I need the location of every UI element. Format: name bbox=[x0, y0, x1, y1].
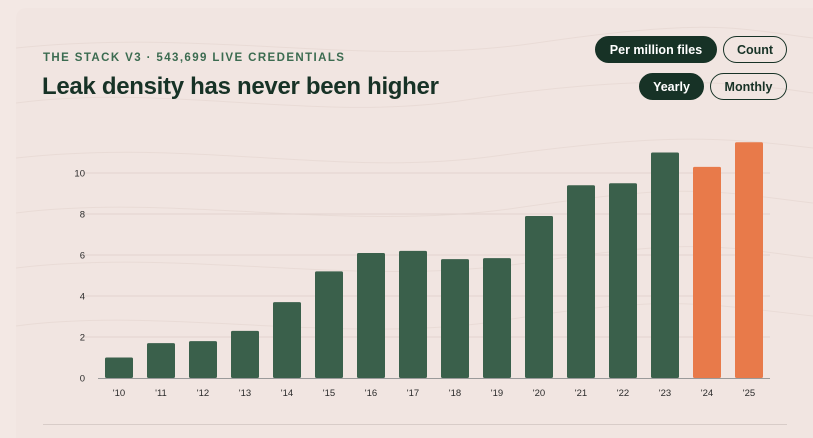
bar-11 bbox=[567, 185, 595, 378]
x-tick-label: '10 bbox=[113, 388, 125, 399]
bar-13 bbox=[651, 152, 679, 378]
x-tick-label: '14 bbox=[281, 388, 293, 399]
x-tick-label: '12 bbox=[197, 388, 209, 399]
bar-chart: 0 2 4 6 8 10 '10 '11 '12 '13 '14 '15 '16 '17 '18 '19 '20… bbox=[74, 142, 770, 399]
bar-5 bbox=[315, 271, 343, 378]
bar-12 bbox=[609, 183, 637, 378]
footer-divider bbox=[43, 424, 787, 425]
y-tick-label: 2 bbox=[80, 333, 85, 344]
x-tick-label: '19 bbox=[491, 388, 503, 399]
bar-3 bbox=[231, 330, 259, 378]
bar-0 bbox=[105, 357, 133, 378]
x-tick-label: '21 bbox=[575, 388, 587, 399]
x-tick-label: '16 bbox=[365, 388, 377, 399]
y-tick-label: 8 bbox=[80, 210, 85, 221]
chart-title: Leak density has never been higher bbox=[42, 73, 439, 100]
y-tick-label: 0 bbox=[80, 374, 85, 385]
bar-7 bbox=[399, 250, 427, 378]
bar-6 bbox=[357, 252, 385, 378]
x-tick-label: '18 bbox=[449, 388, 461, 399]
yearly-toggle[interactable]: Yearly bbox=[639, 73, 704, 100]
bar-4 bbox=[273, 302, 301, 378]
chart-eyebrow: THE STACK V3 · 543,699 LIVE CREDENTIALS bbox=[43, 52, 346, 64]
x-tick-label: '24 bbox=[701, 388, 713, 399]
bar-2 bbox=[189, 341, 217, 378]
y-tick-label: 10 bbox=[74, 169, 85, 180]
bar-10 bbox=[525, 216, 553, 378]
chart-card: THE STACK V3 · 543,699 LIVE CREDENTIALS … bbox=[16, 8, 813, 438]
y-tick-label: 6 bbox=[80, 251, 85, 262]
x-tick-label: '20 bbox=[533, 388, 545, 399]
monthly-toggle[interactable]: Monthly bbox=[710, 73, 787, 100]
per-million-files-toggle[interactable]: Per million files bbox=[595, 36, 717, 63]
x-tick-label: '11 bbox=[155, 388, 167, 399]
bar-9 bbox=[483, 258, 511, 378]
x-tick-label: '15 bbox=[323, 388, 335, 399]
x-tick-label: '22 bbox=[617, 388, 629, 399]
bar-14 bbox=[693, 166, 721, 378]
x-tick-label: '25 bbox=[743, 388, 755, 399]
count-toggle[interactable]: Count bbox=[723, 36, 787, 63]
y-tick-label: 4 bbox=[80, 292, 85, 303]
x-tick-label: '17 bbox=[407, 388, 419, 399]
bar-15 bbox=[735, 142, 763, 378]
x-tick-label: '23 bbox=[659, 388, 671, 399]
bar-1 bbox=[147, 343, 175, 378]
bar-8 bbox=[441, 259, 469, 378]
x-tick-label: '13 bbox=[239, 388, 251, 399]
